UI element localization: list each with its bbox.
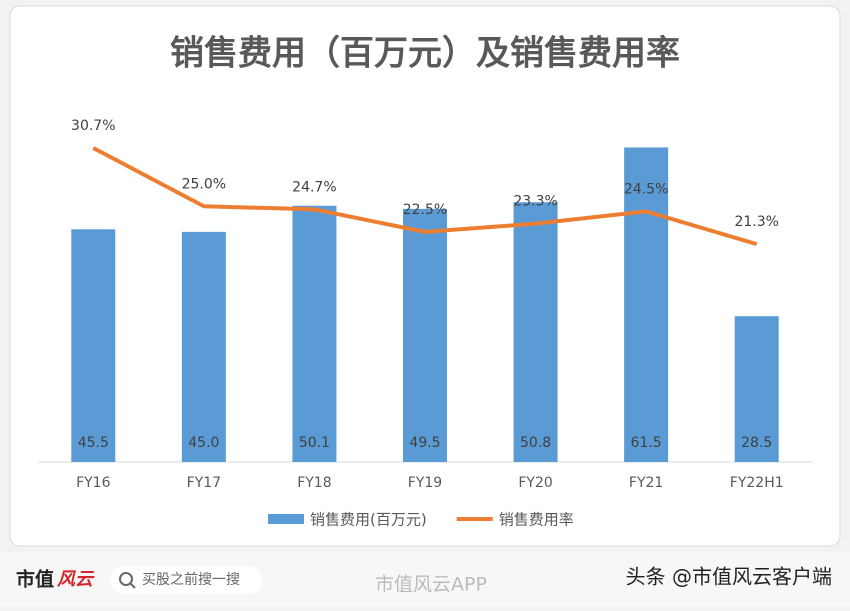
data-label: 50.1 [299,435,330,451]
legend-swatch [268,514,304,524]
data-label: 21.3% [734,214,778,230]
data-label: 28.5 [741,435,772,451]
logo-mark: 风云 [57,569,95,590]
bar [403,208,447,462]
data-label: 61.5 [631,435,662,451]
search-icon [119,572,133,586]
source-text: 头条 @市值风云客户端 [626,565,832,589]
legend-label: 销售费用率 [499,511,574,529]
data-label: 50.8 [520,435,551,451]
bar [71,229,116,462]
data-label: 23.3% [513,194,557,210]
bar [292,205,337,462]
search-box[interactable] [110,566,262,594]
watermark: 市值风云APP [375,574,487,596]
search-icon [129,582,136,589]
data-label: 30.7% [71,118,115,134]
line [92,146,758,247]
data-label: 25.0% [182,176,226,192]
x-tick-label: FY20 [518,475,552,491]
bar [624,147,669,462]
x-tick-label: FY16 [76,475,111,491]
x-tick-label: FY22H1 [730,475,784,491]
bar [181,231,226,462]
data-label: 24.7% [292,179,336,195]
logo-text: 市值 [16,568,54,591]
data-label: 45.5 [78,435,109,451]
search-text[interactable]: 买股之前搜一搜 [142,571,240,588]
data-label: 22.5% [403,202,447,218]
data-label: 45.0 [188,435,219,451]
x-tick-label: FY19 [408,475,442,491]
x-tick-label: FY21 [629,475,663,491]
legend-label: 销售费用(百万元) [310,511,427,529]
bar [513,202,558,463]
chart-title: 销售费用（百万元）及销售费用率 [170,34,680,74]
x-tick-label: FY18 [297,475,331,491]
x-tick-label: FY17 [187,475,221,491]
bar [734,316,779,462]
data-label: 49.5 [409,435,440,451]
data-label: 24.5% [624,181,668,197]
